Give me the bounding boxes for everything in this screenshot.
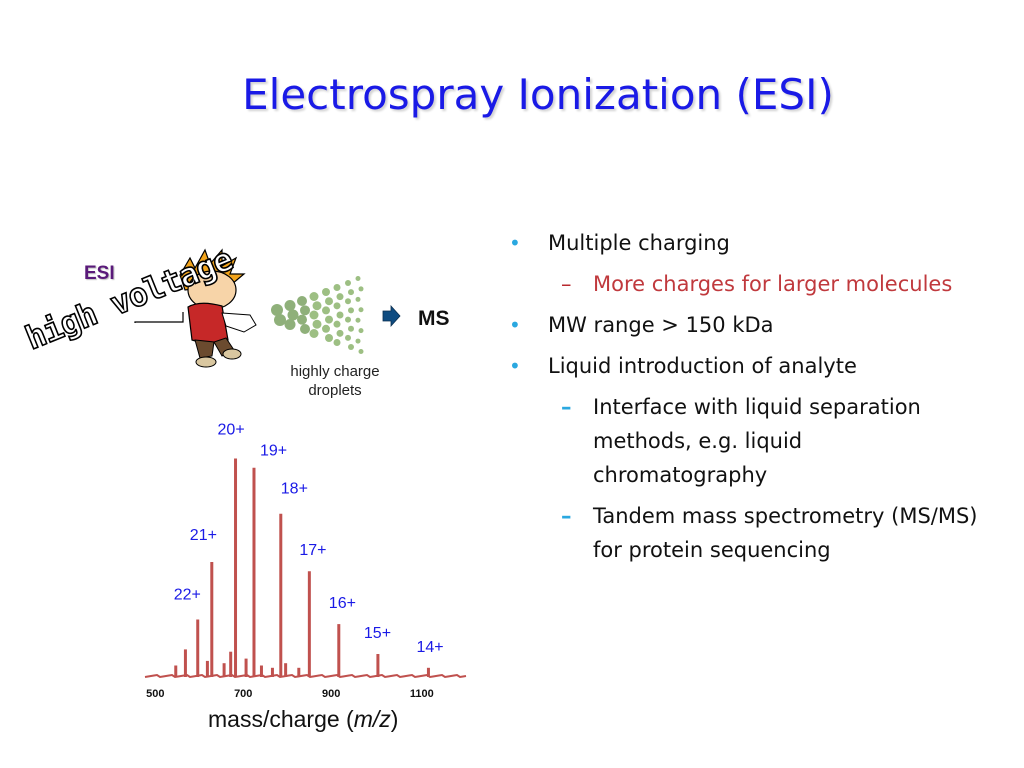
droplet (287, 309, 299, 321)
droplet (345, 316, 351, 323)
bullet-text: Multiple charging (548, 231, 730, 255)
tick-labels-layer: 500 700 900 1100 (146, 688, 434, 700)
peak-label: 19+ (260, 443, 287, 460)
droplet (284, 319, 296, 330)
droplet (348, 307, 354, 314)
droplet (297, 314, 307, 325)
droplet (345, 334, 351, 341)
peak-label: 18+ (281, 481, 308, 498)
peak-label: 14+ (416, 639, 443, 656)
sub-bullet-interface: – Interface with liquid separation method… (505, 390, 963, 492)
droplet (348, 289, 354, 296)
x-tick-label: 900 (322, 688, 340, 700)
droplet-caption-line2: droplets (308, 382, 362, 399)
droplet (345, 280, 351, 286)
sub-bullet-more-charges: – More charges for larger molecules (505, 267, 1013, 301)
peak-label: 22+ (174, 587, 201, 604)
droplet (355, 276, 361, 281)
bullet-text: Tandem mass spectrometry (MS/MS) for pro… (593, 504, 978, 562)
droplet (325, 297, 333, 306)
droplet (333, 284, 341, 291)
droplet (312, 319, 322, 329)
droplet (333, 339, 341, 346)
droplet (358, 286, 364, 292)
bullet-text: Liquid introduction of analyte (548, 354, 857, 378)
droplet (309, 310, 319, 320)
droplet (348, 344, 354, 350)
bullet-list: • Multiple charging – More charges for lar… (505, 226, 1005, 574)
droplet (358, 307, 364, 313)
droplet (297, 296, 307, 306)
droplet (333, 302, 341, 310)
cartoon-figure-icon (179, 248, 257, 368)
spectrum-baseline (144, 673, 467, 679)
bullet-text: More charges for larger molecules (593, 272, 953, 296)
droplet (336, 311, 344, 319)
bullet-mw-range: • MW range > 150 kDa (505, 308, 1005, 342)
x-tick-label: 700 (234, 688, 252, 700)
peak-label: 20+ (218, 422, 245, 439)
droplet (271, 304, 283, 316)
x-tick-label: 500 (146, 688, 164, 700)
droplet (345, 298, 351, 305)
x-axis-title-text: mass/charge ( (208, 706, 354, 732)
bullet-dot-icon: • (509, 231, 521, 255)
x-axis-title: mass/charge (m/z) (208, 706, 398, 733)
droplet (274, 314, 286, 326)
droplet (358, 328, 364, 334)
droplet (322, 288, 330, 296)
bullet-dot-icon: • (509, 354, 521, 378)
peak-label: 17+ (299, 542, 326, 559)
peak-label: 16+ (329, 595, 356, 612)
droplet (348, 325, 354, 332)
droplet (355, 296, 361, 302)
esi-label: ESI (84, 263, 115, 284)
droplet-caption: highly charge droplets (270, 362, 400, 400)
droplet (336, 329, 344, 337)
peaks-layer (144, 458, 467, 679)
droplet (284, 300, 296, 311)
droplet-caption-line1: highly charge (290, 363, 380, 380)
slide-title: Electrospray Ionization (ESI) (242, 70, 834, 119)
droplet (355, 317, 361, 323)
arrow-right-icon (382, 304, 401, 328)
droplet (322, 306, 330, 315)
dash-icon: – (561, 272, 572, 296)
droplet (325, 334, 333, 342)
charged-droplets-icon (271, 276, 364, 354)
dash-icon: – (561, 395, 572, 419)
droplet (300, 324, 310, 334)
x-tick-label: 1100 (410, 688, 434, 700)
x-axis-title-italic: m/z (353, 706, 391, 732)
x-axis-title-close: ) (390, 706, 399, 732)
droplet (312, 301, 322, 311)
peak-label: 21+ (190, 527, 217, 544)
voltage-wire (134, 312, 184, 323)
droplet (333, 320, 341, 328)
bullet-text: MW range > 150 kDa (548, 313, 774, 337)
droplet (355, 338, 361, 344)
mass-spectrum-chart: 22+ 21+ 20+ 19+ 18+ 17+ 16+ 15+ 14+ 500 700 900 110… (144, 422, 467, 700)
bullet-liquid-introduction: • Liquid introduction of analyte (505, 349, 1005, 383)
sub-bullet-tandem-ms: – Tandem mass spectrometry (MS/MS) for pr… (505, 499, 1013, 567)
ms-label: MS (418, 307, 450, 330)
peak-label: 15+ (364, 625, 391, 642)
droplet (358, 349, 364, 354)
bullet-dot-icon: • (509, 313, 521, 337)
peak-labels-layer: 22+ 21+ 20+ 19+ 18+ 17+ 16+ 15+ 14+ (174, 422, 444, 656)
droplet (309, 329, 319, 338)
droplet (300, 305, 310, 316)
bullet-multiple-charging: • Multiple charging (505, 226, 1005, 260)
droplet (309, 292, 319, 301)
droplet (325, 315, 333, 324)
dash-icon: – (561, 504, 572, 528)
bullet-text: Interface with liquid separation methods… (593, 395, 921, 487)
droplet (336, 293, 344, 301)
droplet (322, 324, 330, 333)
